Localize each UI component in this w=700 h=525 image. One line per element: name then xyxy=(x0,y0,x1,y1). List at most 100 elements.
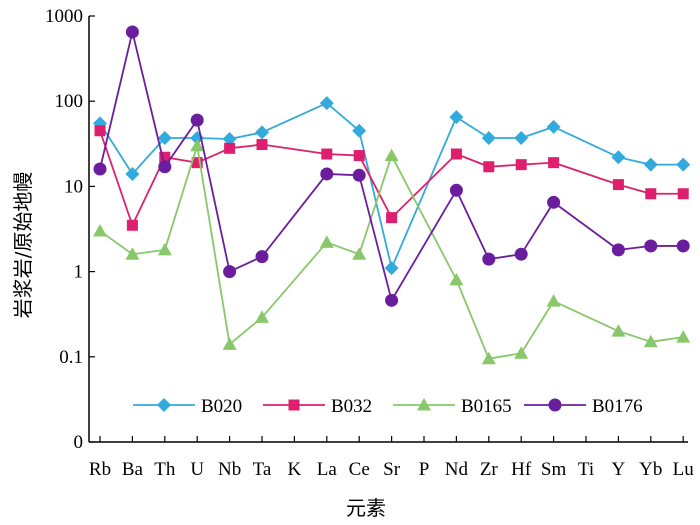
data-point xyxy=(157,242,172,256)
data-point xyxy=(321,148,333,160)
series-b0176 xyxy=(93,25,690,307)
x-axis-title: 元素 xyxy=(346,496,386,520)
data-point xyxy=(547,195,561,209)
axes: 1000 100 10 1 0.1 0Rb Ba Th U Nb Ta K La Ce Sr P Nd Zr Hf S… xyxy=(45,6,694,480)
x-tick-label: P xyxy=(419,459,430,480)
data-point xyxy=(224,142,236,154)
legend-marker xyxy=(417,398,431,411)
legend-marker xyxy=(288,399,300,411)
data-point xyxy=(319,96,334,111)
data-point xyxy=(125,166,140,181)
data-point xyxy=(611,324,626,337)
legend-label: B032 xyxy=(331,396,372,417)
data-point xyxy=(222,337,237,350)
data-point xyxy=(352,123,367,138)
data-point xyxy=(125,25,139,39)
x-tick-label: Ta xyxy=(253,459,272,480)
data-point xyxy=(677,188,689,200)
y-axis-title: 岩浆岩/原始地幔 xyxy=(11,172,35,319)
data-point xyxy=(481,351,496,365)
data-point xyxy=(643,334,658,348)
legend-item-b020: B020 xyxy=(133,396,242,417)
data-point xyxy=(611,243,625,257)
x-tick-label: Lu xyxy=(673,459,695,480)
series-layer xyxy=(93,25,691,365)
data-point xyxy=(256,139,268,151)
x-tick-label: Zr xyxy=(480,459,499,480)
y-tick-label: 1 xyxy=(74,262,84,283)
series-line xyxy=(99,102,684,269)
data-point xyxy=(676,157,691,172)
data-point xyxy=(157,130,172,145)
data-point xyxy=(611,150,626,165)
data-point xyxy=(514,130,529,145)
x-tick-label: Ti xyxy=(578,459,594,480)
legend-label: B020 xyxy=(201,396,242,417)
data-point xyxy=(514,247,528,261)
y-tick-label: 1000 xyxy=(45,6,83,27)
data-point xyxy=(482,252,496,266)
data-point xyxy=(255,310,269,323)
x-tick-label: Sm xyxy=(541,459,567,480)
data-point xyxy=(449,183,463,197)
data-point xyxy=(255,250,269,264)
y-tick-label: 10 xyxy=(64,176,83,197)
x-tick-label: K xyxy=(288,459,302,480)
series-b020 xyxy=(93,96,691,276)
series-line xyxy=(99,130,684,227)
series-line xyxy=(99,31,684,302)
legend-marker xyxy=(548,398,562,412)
x-tick-label: Ce xyxy=(349,459,370,480)
data-point xyxy=(546,119,561,134)
legend-marker xyxy=(157,398,171,412)
legend: B020 B032 B0165 B0176 xyxy=(133,396,643,417)
data-point xyxy=(319,235,334,248)
series-b032 xyxy=(94,125,689,231)
data-point xyxy=(612,179,624,191)
data-point xyxy=(352,247,367,260)
x-tick-label: Rb xyxy=(89,459,111,480)
data-point xyxy=(515,159,527,171)
data-point xyxy=(643,157,658,172)
data-point xyxy=(93,223,107,237)
data-point xyxy=(94,125,106,137)
data-point xyxy=(481,130,496,145)
data-point xyxy=(159,151,171,163)
data-point xyxy=(483,161,495,173)
data-point xyxy=(190,138,205,152)
data-point xyxy=(676,239,690,253)
data-point xyxy=(548,157,560,169)
legend-label: B0176 xyxy=(592,396,643,417)
data-point xyxy=(255,125,269,140)
x-tick-label: Ba xyxy=(122,459,144,480)
x-tick-label: Nb xyxy=(218,459,241,480)
data-point xyxy=(126,219,138,231)
data-point xyxy=(449,272,464,286)
data-point xyxy=(158,160,172,174)
x-tick-label: Sr xyxy=(383,459,401,480)
legend-item-b0176: B0176 xyxy=(524,396,643,417)
data-point xyxy=(546,294,561,307)
data-point xyxy=(384,148,399,162)
data-point xyxy=(449,110,464,125)
data-point xyxy=(93,162,107,176)
data-point xyxy=(450,148,462,160)
data-point xyxy=(384,261,399,276)
x-tick-label: Yb xyxy=(639,459,662,480)
y-tick-label: 0.1 xyxy=(59,347,83,368)
legend-item-b0165: B0165 xyxy=(393,396,512,417)
data-point xyxy=(320,167,334,181)
data-point xyxy=(645,188,657,200)
data-point xyxy=(125,247,140,260)
x-tick-label: Y xyxy=(612,459,626,480)
data-point xyxy=(222,132,237,147)
series-line xyxy=(99,144,684,360)
data-point xyxy=(385,293,399,307)
x-tick-label: La xyxy=(317,459,338,480)
data-point xyxy=(676,330,691,343)
legend-item-b032: B032 xyxy=(263,396,372,417)
data-point xyxy=(223,265,237,279)
y-tick-label: 100 xyxy=(55,91,84,112)
data-point xyxy=(93,116,107,131)
